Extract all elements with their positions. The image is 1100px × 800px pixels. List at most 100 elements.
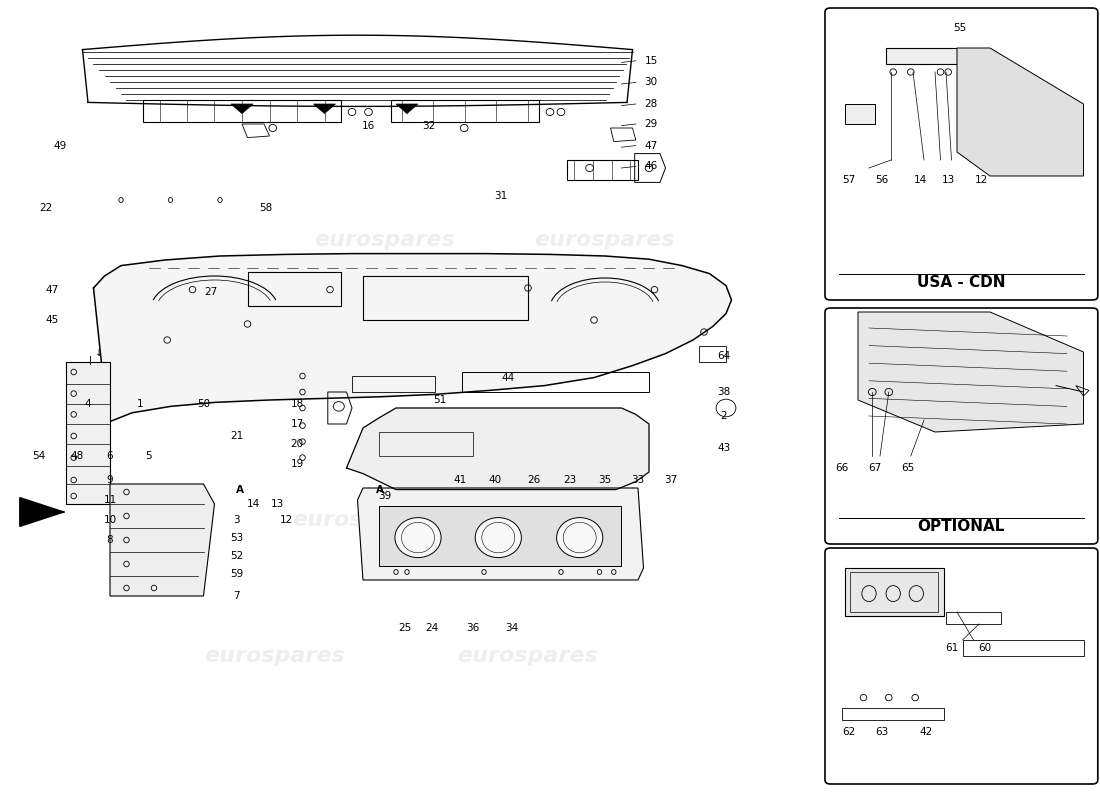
Text: 54: 54: [32, 451, 45, 461]
Text: 57: 57: [843, 175, 856, 185]
Text: 65: 65: [901, 463, 914, 473]
Text: 40: 40: [488, 475, 502, 485]
Polygon shape: [396, 104, 418, 114]
Text: 7: 7: [233, 591, 240, 601]
Text: 15: 15: [645, 56, 658, 66]
Polygon shape: [358, 488, 644, 580]
Text: 14: 14: [246, 499, 260, 509]
Text: 5: 5: [145, 451, 152, 461]
Text: 12: 12: [279, 515, 293, 525]
Text: 19: 19: [290, 459, 304, 469]
Text: 14: 14: [914, 175, 927, 185]
Text: 67: 67: [868, 463, 881, 473]
Text: 20: 20: [290, 439, 304, 449]
Text: 56: 56: [876, 175, 889, 185]
Text: 60: 60: [978, 643, 991, 653]
Text: OPTIONAL: OPTIONAL: [917, 518, 1005, 534]
Text: 16: 16: [362, 121, 375, 130]
Text: 27: 27: [205, 287, 218, 297]
Text: 42: 42: [920, 727, 933, 737]
Text: 8: 8: [107, 535, 113, 545]
Text: eurospares: eurospares: [315, 230, 455, 250]
Text: A: A: [375, 485, 384, 494]
Text: 59: 59: [230, 570, 243, 579]
Text: 24: 24: [426, 623, 439, 633]
Polygon shape: [231, 104, 253, 114]
Text: A: A: [235, 485, 244, 494]
Text: eurospares: eurospares: [172, 350, 312, 370]
Polygon shape: [858, 312, 1084, 432]
Polygon shape: [110, 484, 214, 596]
Text: 58: 58: [260, 203, 273, 213]
Ellipse shape: [475, 518, 521, 558]
Text: 47: 47: [645, 141, 658, 150]
Text: eurospares: eurospares: [535, 230, 675, 250]
Text: 49: 49: [54, 141, 67, 150]
Text: 13: 13: [942, 175, 955, 185]
Text: 43: 43: [717, 443, 730, 453]
Text: 44: 44: [502, 373, 515, 382]
Text: 22: 22: [40, 203, 53, 213]
Text: 39: 39: [378, 491, 392, 501]
Polygon shape: [957, 48, 1084, 176]
Text: 48: 48: [70, 451, 84, 461]
Text: eurospares: eurospares: [293, 510, 433, 530]
Text: 21: 21: [230, 431, 243, 441]
Text: 13: 13: [271, 499, 284, 509]
Ellipse shape: [395, 518, 441, 558]
Text: eurospares: eurospares: [458, 646, 598, 666]
Text: 36: 36: [466, 623, 480, 633]
Text: 55: 55: [954, 23, 967, 33]
Text: 38: 38: [717, 387, 730, 397]
Text: 23: 23: [563, 475, 576, 485]
Text: 37: 37: [664, 475, 678, 485]
Text: 51: 51: [433, 395, 447, 405]
Text: 34: 34: [505, 623, 518, 633]
Polygon shape: [845, 568, 944, 616]
Polygon shape: [845, 104, 875, 124]
Polygon shape: [886, 48, 957, 64]
Polygon shape: [94, 254, 732, 422]
Text: 64: 64: [717, 351, 730, 361]
Text: 29: 29: [645, 119, 658, 129]
Polygon shape: [346, 408, 649, 490]
Text: 17: 17: [290, 419, 304, 429]
Text: 26: 26: [527, 475, 540, 485]
Text: eurospares: eurospares: [425, 350, 565, 370]
Text: 47: 47: [45, 285, 58, 294]
Text: 4: 4: [85, 399, 91, 409]
Text: 63: 63: [876, 727, 889, 737]
Text: 61: 61: [945, 643, 958, 653]
Text: USA - CDN: USA - CDN: [917, 274, 1005, 290]
Text: 9: 9: [107, 475, 113, 485]
Polygon shape: [66, 362, 110, 504]
Polygon shape: [314, 104, 336, 114]
Text: 45: 45: [45, 315, 58, 325]
Text: 33: 33: [631, 475, 645, 485]
Text: 11: 11: [103, 495, 117, 505]
Text: 66: 66: [835, 463, 848, 473]
Text: 2: 2: [720, 411, 727, 421]
Text: eurospares: eurospares: [502, 510, 642, 530]
Text: 32: 32: [422, 121, 436, 130]
Text: 3: 3: [233, 515, 240, 525]
Text: ↓: ↓: [95, 348, 102, 358]
Polygon shape: [379, 506, 621, 566]
Text: 46: 46: [645, 162, 658, 171]
Polygon shape: [20, 498, 64, 526]
Text: 53: 53: [230, 533, 243, 542]
Text: 25: 25: [398, 623, 411, 633]
Text: 6: 6: [107, 451, 113, 461]
Text: 12: 12: [975, 175, 988, 185]
Text: 41: 41: [453, 475, 466, 485]
Text: eurospares: eurospares: [205, 646, 345, 666]
Text: 35: 35: [598, 475, 612, 485]
Text: 30: 30: [645, 78, 658, 87]
FancyBboxPatch shape: [825, 308, 1098, 544]
Text: 10: 10: [103, 515, 117, 525]
Text: 31: 31: [494, 191, 507, 201]
FancyBboxPatch shape: [825, 8, 1098, 300]
Text: 1: 1: [136, 399, 143, 409]
FancyBboxPatch shape: [825, 548, 1098, 784]
Text: 52: 52: [230, 551, 243, 561]
